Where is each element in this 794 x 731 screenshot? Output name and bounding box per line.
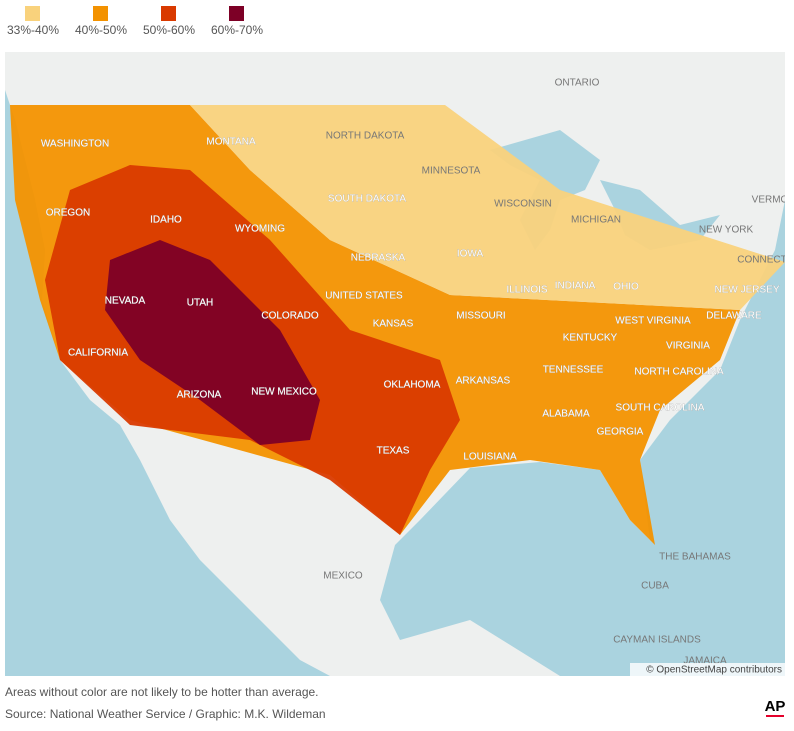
attribution: © OpenStreetMap contributors (646, 665, 782, 676)
legend: 33%-40% 40%-50% 50%-60% 60%-70% (7, 6, 263, 37)
place-label: NEW YORK (699, 225, 754, 236)
place-label: UNITED STATES (325, 291, 403, 302)
place-label: CAYMAN ISLANDS (613, 635, 701, 646)
place-label: NEBRASKA (351, 253, 406, 264)
place-label: WISCONSIN (494, 199, 552, 210)
place-label: DELAWARE (706, 311, 762, 322)
place-label: MISSOURI (456, 311, 505, 322)
logo-underline (766, 715, 784, 717)
heat-zones (10, 105, 785, 545)
place-label: GEORGIA (597, 427, 644, 438)
place-label: ONTARIO (555, 78, 600, 89)
place-label: NEW MEXICO (251, 387, 317, 398)
place-label: VIRGINIA (666, 341, 710, 352)
place-label: COLORADO (261, 311, 318, 322)
place-label: SOUTH CAROLINA (616, 403, 705, 414)
place-label: WASHINGTON (41, 139, 109, 150)
place-label: IDAHO (150, 215, 182, 226)
gulf-atlantic (380, 200, 785, 676)
place-label: INDIANA (555, 281, 596, 292)
place-label: KANSAS (373, 319, 414, 330)
heat-zone (190, 105, 785, 310)
place-label: KENTUCKY (563, 333, 618, 344)
place-label: THE BAHAMAS (659, 552, 731, 563)
legend-label: 50%-60% (143, 23, 195, 37)
place-labels: ONTARIO NORTH DAKOTA MINNESOTA WASHINGTON MO… (41, 78, 789, 667)
footer-source: Source: National Weather Service / Graph… (5, 707, 326, 721)
place-label: JAMAICA (683, 656, 727, 667)
footer-note: Areas without color are not likely to be… (5, 685, 319, 699)
place-label: NEW JERSEY (714, 285, 779, 296)
place-label: TENNESSEE (543, 365, 604, 376)
place-label: OREGON (46, 208, 90, 219)
place-label: CONNECT (737, 255, 786, 266)
pacific-ocean (5, 90, 330, 676)
place-label: UTAH (187, 298, 213, 309)
ap-logo: AP (765, 698, 786, 715)
place-label: MINNESOTA (422, 166, 481, 177)
place-label: IOWA (457, 249, 484, 260)
place-label: NORTH DAKOTA (326, 131, 405, 142)
place-label: MEXICO (323, 571, 363, 582)
place-label: VERMO (752, 195, 789, 206)
place-label: NORTH CAROLINA (634, 367, 724, 378)
map: ONTARIO NORTH DAKOTA MINNESOTA WASHINGTON MO… (5, 52, 789, 676)
place-label: OKLAHOMA (384, 380, 441, 391)
legend-swatch (229, 6, 244, 21)
place-label: ALABAMA (542, 409, 590, 420)
place-label: CUBA (641, 581, 669, 592)
place-label: ILLINOIS (506, 285, 547, 296)
place-label: NEVADA (105, 296, 146, 307)
legend-swatch (93, 6, 108, 21)
place-label: LOUISIANA (463, 452, 517, 463)
place-label: ARKANSAS (456, 376, 511, 387)
place-label: ARIZONA (177, 390, 222, 401)
legend-label: 33%-40% (7, 23, 59, 37)
place-label: WYOMING (235, 224, 285, 235)
place-label: CALIFORNIA (68, 348, 128, 359)
legend-label: 60%-70% (211, 23, 263, 37)
place-label: SOUTH DAKOTA (328, 194, 406, 205)
legend-swatch (25, 6, 40, 21)
place-label: WEST VIRGINIA (615, 316, 691, 327)
place-label: MICHIGAN (571, 215, 621, 226)
place-label: MONTANA (206, 137, 256, 148)
heat-zone (105, 240, 320, 445)
legend-label: 40%-50% (75, 23, 127, 37)
place-label: TEXAS (377, 446, 410, 457)
legend-swatch (161, 6, 176, 21)
attribution-bg (630, 663, 785, 676)
place-label: OHIO (613, 282, 639, 293)
